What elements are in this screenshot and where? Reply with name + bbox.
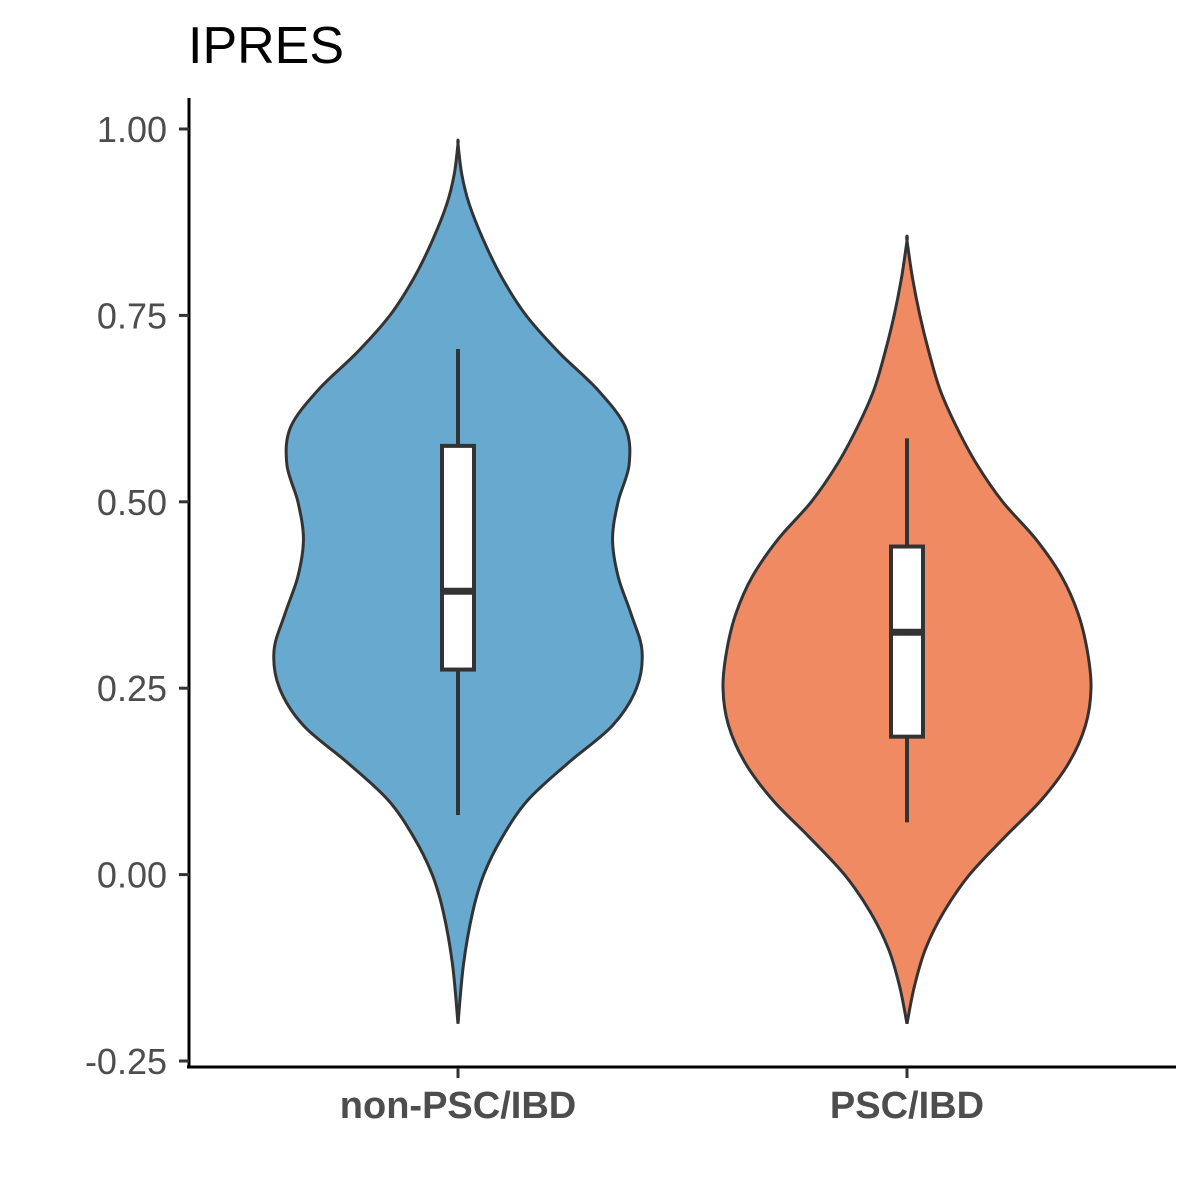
y-axis-ticks: -0.25 0.00 0.25 0.50 0.75 1.00 <box>85 109 189 1082</box>
y-tick-label: -0.25 <box>85 1041 167 1082</box>
y-tick-label: 0.50 <box>97 482 167 523</box>
x-tick-label: PSC/IBD <box>830 1085 984 1127</box>
boxplot-layer <box>440 348 925 823</box>
chart-title: IPRES <box>188 17 344 75</box>
box-iqr <box>889 544 925 739</box>
y-tick-label: 0.25 <box>97 668 167 709</box>
y-tick-label: 0.75 <box>97 295 167 336</box>
x-tick-label: non-PSC/IBD <box>340 1085 576 1127</box>
y-tick-label: 0.00 <box>97 855 167 896</box>
box-iqr <box>440 443 476 672</box>
x-axis-ticks: non-PSC/IBD PSC/IBD <box>340 1068 984 1127</box>
violin-layer <box>272 138 1093 1025</box>
y-tick-label: 1.00 <box>97 109 167 150</box>
